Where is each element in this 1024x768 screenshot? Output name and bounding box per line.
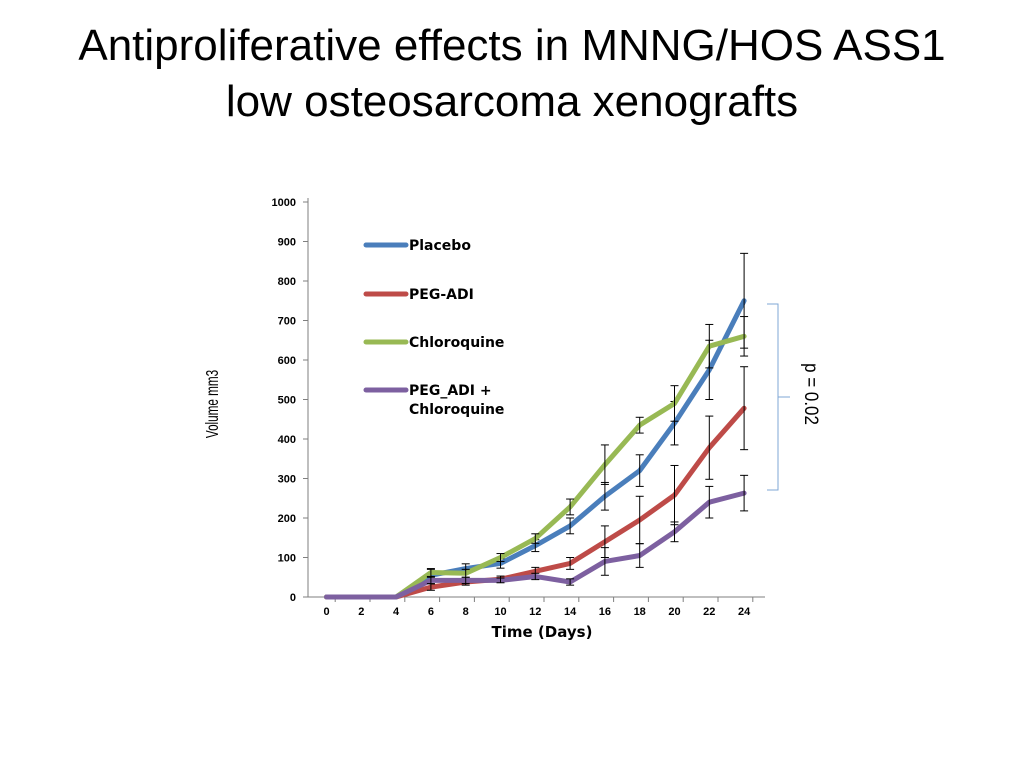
slide-title-line-1: Antiproliferative effects in MNNG/HOS AS… [78,21,946,70]
series-line-placebo [324,298,747,600]
x-tick-label: 4 [393,606,400,618]
legend-label-peg-adi-chloroquine: Chloroquine [409,402,504,418]
x-tick-label: 20 [668,606,680,618]
y-tick-label: 600 [278,355,296,367]
y-tick-label: 400 [278,434,296,446]
x-tick-label: 10 [494,606,506,618]
series-line-chloroquine [324,333,747,600]
x-tick-label: 0 [323,606,329,618]
x-tick-label: 14 [564,606,577,618]
significance-bracket [767,303,779,491]
y-tick-label: 1000 [272,197,296,209]
x-tick-label: 2 [358,606,364,618]
y-tick-label: 200 [278,513,296,525]
x-axis-title: Time (Days) [492,623,593,641]
x-tick-label: 12 [529,606,541,618]
y-tick-label: 500 [278,395,296,407]
y-tick-label: 0 [290,592,296,604]
x-tick-label: 8 [463,606,469,618]
x-tick-label: 18 [634,606,646,618]
x-tick-label: 6 [428,606,434,618]
y-tick-label: 900 [278,237,296,249]
p-value-annotation: p = 0.02 [801,363,823,425]
y-tick-label: 100 [278,553,296,565]
x-tick-label: 22 [703,606,715,618]
legend-label-peg-adi: PEG-ADI [409,287,474,303]
legend-label-chloroquine: Chloroquine [409,335,504,351]
y-tick-label: 300 [278,474,296,486]
y-tick-label: 800 [278,276,296,288]
legend-label-placebo: Placebo [409,238,471,254]
y-axis-title: Volume mm3 [204,370,223,438]
y-tick-label: 700 [278,316,296,328]
slide-title: Antiproliferative effects in MNNG/HOS AS… [0,18,1024,130]
x-tick-label: 16 [599,606,611,618]
legend-label-peg-adi-chloroquine: PEG_ADI + [409,383,492,399]
slide-title-line-2: low osteosarcoma xenografts [225,77,799,126]
x-tick-label: 24 [738,606,751,618]
